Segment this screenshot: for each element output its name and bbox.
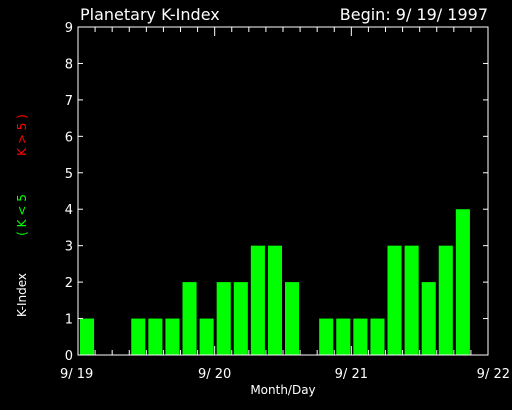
y-tick-label: 5	[65, 167, 73, 182]
y-tick-label: 4	[65, 203, 73, 218]
k-index-bar	[267, 245, 282, 355]
plot-frame	[77, 26, 489, 356]
y-tick-label: 6	[65, 130, 73, 145]
y-tick-label: 8	[65, 57, 73, 72]
k-index-bar	[80, 318, 95, 355]
k-index-bar	[148, 318, 163, 355]
y-tick-label: 0	[65, 349, 73, 364]
y-tick-label: 1	[65, 313, 73, 328]
k-index-bar	[182, 282, 197, 355]
k-index-bar	[455, 209, 470, 355]
bars-group	[80, 209, 470, 355]
x-ticks: 9/ 19 9/ 20 9/ 21 9/ 22	[60, 27, 510, 382]
x-tick-label: 9/ 19	[60, 367, 93, 382]
k-index-bar	[233, 282, 248, 355]
y-tick-label: 3	[65, 240, 73, 255]
k-index-bar	[131, 318, 146, 355]
k-index-bar	[370, 318, 385, 355]
y-tick-label: 9	[65, 21, 73, 36]
y-axis-green-legend: ( K < 5	[15, 194, 29, 236]
chart-title: Planetary K-Index	[80, 5, 220, 24]
k-index-bar	[216, 282, 231, 355]
k-index-bar	[319, 318, 334, 355]
y-tick-label: 7	[65, 94, 73, 109]
y-axis-label: K-Index ( K < 5 K > 5 )	[15, 114, 29, 317]
y-tick-label: 2	[65, 276, 73, 291]
k-index-bar	[404, 245, 419, 355]
k-index-bar	[285, 282, 300, 355]
k-index-bar	[438, 245, 453, 355]
k-index-bar	[250, 245, 265, 355]
y-axis-title: K-Index	[15, 273, 29, 317]
k-index-bar	[421, 282, 436, 355]
k-index-bar	[165, 318, 180, 355]
k-index-bar	[353, 318, 368, 355]
y-axis-red-legend: K > 5 )	[15, 114, 29, 156]
x-tick-label: 9/ 22	[477, 367, 510, 382]
k-index-bar	[387, 245, 402, 355]
x-tick-label: 9/ 21	[335, 367, 368, 382]
x-tick-label: 9/ 20	[198, 367, 231, 382]
k-index-bar	[336, 318, 351, 355]
x-axis-title: Month/Day	[250, 383, 315, 397]
chart-subtitle: Begin: 9/ 19/ 1997	[340, 5, 488, 24]
k-index-bar	[199, 318, 214, 355]
